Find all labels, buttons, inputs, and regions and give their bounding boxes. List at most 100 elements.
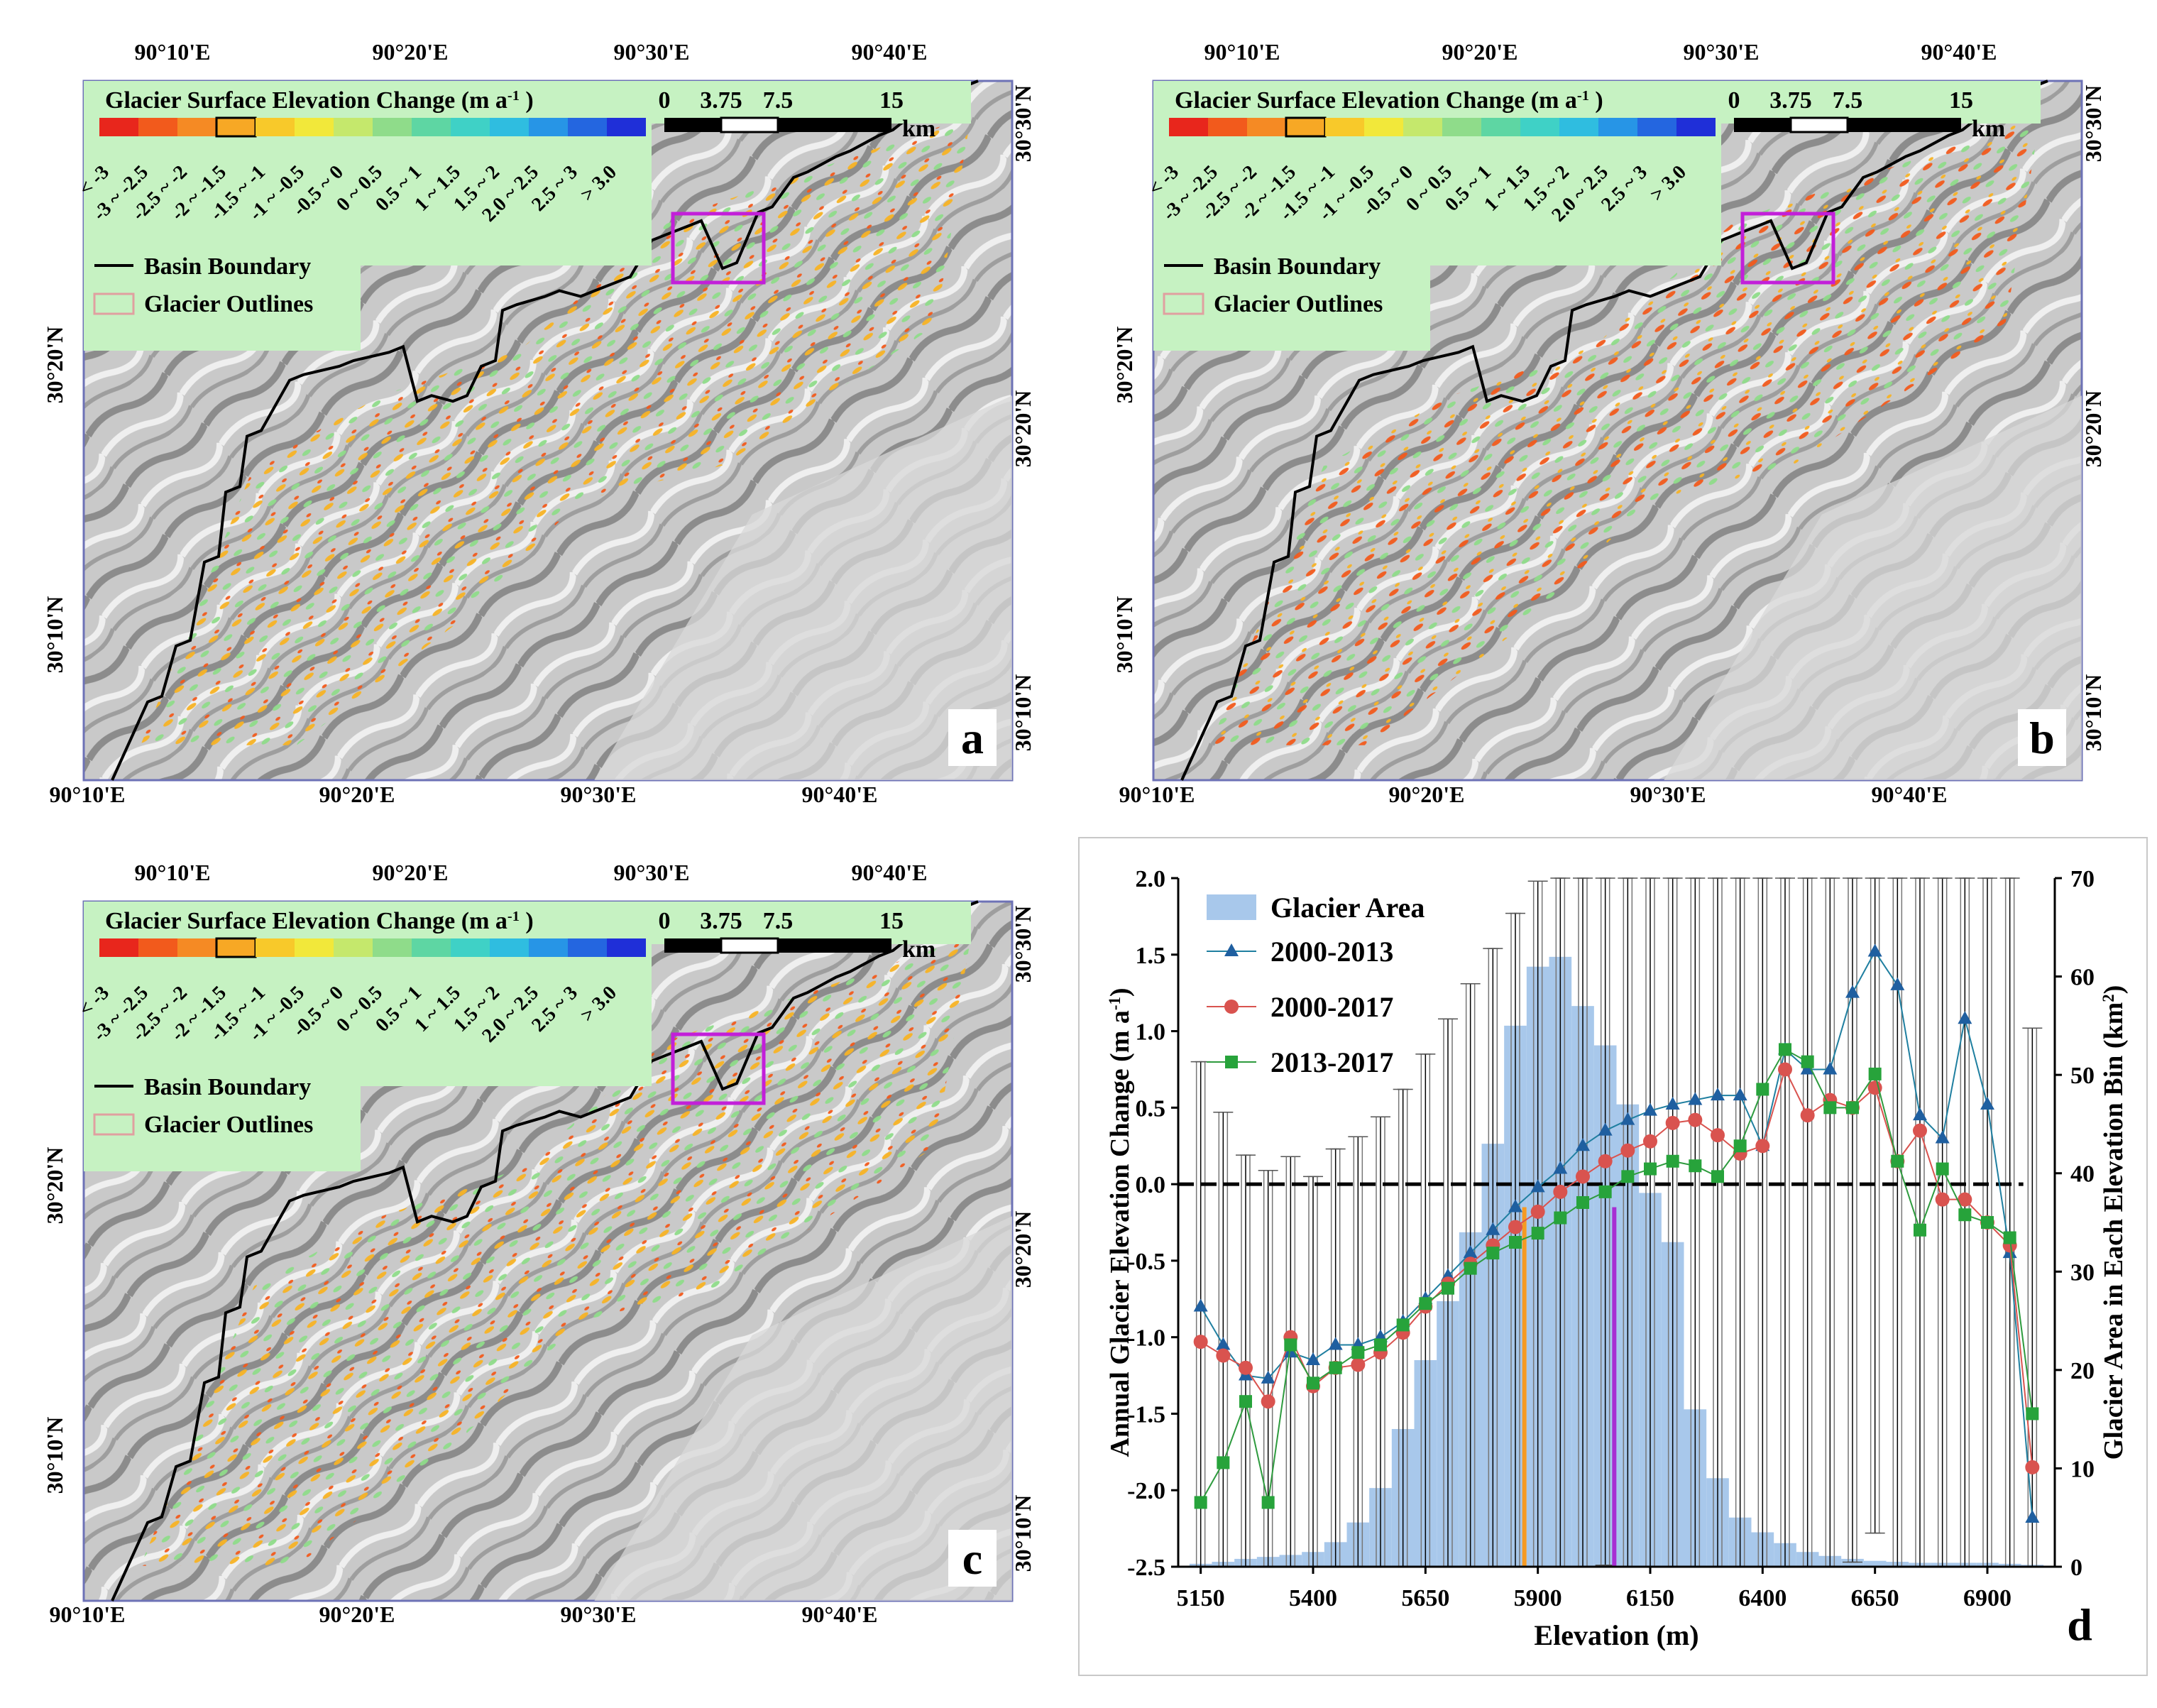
- y-tick-label: 1.0: [1136, 1019, 1166, 1046]
- y2-tick-label: 20: [2070, 1358, 2095, 1384]
- point-2000-2017: [1665, 1115, 1680, 1130]
- point-2013-2017: [1936, 1162, 1949, 1176]
- top-longitude-label: 90°10'E: [1204, 39, 1280, 65]
- point-2000-2017: [1193, 1335, 1208, 1350]
- y2-tick-label: 50: [2070, 1063, 2095, 1089]
- panel-letter-box: [948, 1530, 997, 1587]
- top-longitude-label: 90°10'E: [134, 860, 210, 885]
- legend-area-label: Glacier Area: [1270, 892, 1425, 924]
- point-2013-2017: [1598, 1185, 1612, 1198]
- top-longitude-label: 90°40'E: [851, 39, 927, 65]
- legend-swatch-3: [1285, 116, 1327, 138]
- left-latitude-label: 30°10'N: [42, 1417, 67, 1494]
- legend-swatch-6: [1403, 118, 1442, 136]
- point-2000-2013: [1980, 1097, 1994, 1110]
- point-2000-2013: [1913, 1107, 1927, 1121]
- left-latitude-label: 30°20'N: [42, 1147, 67, 1225]
- valley-area: [594, 395, 1012, 780]
- y-tick-label: 2.0: [1136, 866, 1166, 892]
- valley-area: [594, 1216, 1012, 1601]
- legend-swatch-2: [177, 118, 216, 136]
- legend-series-label: 2013-2017: [1270, 1046, 1393, 1078]
- map-panel-a: Glacier Surface Elevation Change (m a-1 …: [42, 39, 1036, 807]
- legend-series-label: 2000-2017: [1270, 991, 1393, 1023]
- point-2000-2013: [1935, 1130, 1950, 1144]
- point-2013-2017: [1351, 1346, 1365, 1359]
- scale-background: [652, 902, 971, 944]
- point-2013-2017: [1464, 1261, 1477, 1275]
- legend-lines-background: [84, 1086, 361, 1171]
- point-2013-2017: [1374, 1338, 1387, 1352]
- point-2000-2013: [1261, 1370, 1275, 1384]
- legend-lines-background: [1153, 265, 1430, 351]
- right-latitude-label: 30°30'N: [2080, 85, 2106, 163]
- scale-seg-3: [1848, 118, 1961, 132]
- glacier-outline-swatch: [1163, 292, 1204, 315]
- x-tick-label: 5150: [1177, 1585, 1225, 1611]
- legend-title: Glacier Surface Elevation Change (m a-1 …: [105, 87, 534, 114]
- scale-label: 15: [879, 87, 904, 114]
- point-2000-2017: [1778, 1062, 1792, 1077]
- point-2000-2013: [1845, 985, 1860, 998]
- glacier-outline-swatch: [93, 1113, 135, 1136]
- point-2000-2013: [1711, 1088, 1725, 1101]
- point-2000-2017: [1261, 1394, 1275, 1409]
- highlight-box: [671, 1032, 766, 1105]
- legend-swatch-9: [451, 938, 490, 957]
- top-longitude-label: 90°10'E: [134, 39, 210, 65]
- point-2000-2017: [2025, 1460, 2040, 1474]
- point-2000-2017: [1553, 1184, 1568, 1199]
- scale-unit: km: [902, 116, 935, 142]
- bottom-longitude-label: 90°40'E: [1871, 782, 1947, 807]
- scale-label: 3.75: [700, 908, 742, 934]
- legend-background: [1153, 81, 1721, 265]
- right-latitude-label: 30°10'N: [2080, 674, 2106, 752]
- point-2000-2013: [1643, 1102, 1657, 1116]
- bottom-longitude-label: 90°30'E: [560, 1602, 636, 1627]
- legend-swatch-13: [1676, 118, 1716, 136]
- bottom-longitude-label: 90°10'E: [1119, 782, 1195, 807]
- point-2000-2017: [1935, 1192, 1950, 1207]
- legend-swatch-3: [215, 937, 257, 958]
- point-2013-2017: [1396, 1318, 1410, 1332]
- legend-swatch-6: [334, 938, 373, 957]
- point-2000-2013: [1823, 1061, 1838, 1075]
- point-2000-2017: [1620, 1143, 1635, 1158]
- x-tick-label: 5400: [1289, 1585, 1337, 1611]
- point-2013-2017: [1823, 1101, 1837, 1115]
- legend-swatch-5: [1364, 118, 1403, 136]
- panel-letter-box: [2018, 709, 2066, 766]
- legend-swatch-4: [256, 118, 295, 136]
- point-2000-2013: [1598, 1122, 1613, 1136]
- point-2013-2017: [1711, 1170, 1724, 1183]
- legend-swatch-10: [1559, 118, 1598, 136]
- legend-lines-background: [84, 265, 361, 351]
- point-2000-2013: [1216, 1337, 1231, 1350]
- panel-letter-box: [948, 709, 997, 766]
- point-2000-2013: [1486, 1222, 1500, 1235]
- panel-letter: c: [962, 1533, 982, 1584]
- point-2013-2017: [1801, 1055, 1814, 1068]
- right-latitude-label: 30°10'N: [1010, 674, 1036, 752]
- legend: Glacier Surface Elevation Change (m a-1 …: [75, 902, 971, 1171]
- bottom-longitude-label: 90°20'E: [319, 782, 395, 807]
- x-axis-label: Elevation (m): [1534, 1619, 1698, 1651]
- bottom-longitude-label: 90°10'E: [49, 1602, 125, 1627]
- point-2000-2013: [1328, 1337, 1343, 1350]
- legend-title: Glacier Surface Elevation Change (m a-1 …: [1175, 87, 1603, 114]
- point-2000-2017: [1711, 1128, 1725, 1143]
- x-tick-label: 6150: [1626, 1585, 1674, 1611]
- left-latitude-label: 30°20'N: [1112, 327, 1137, 404]
- basin-boundary-label: Basin Boundary: [144, 253, 311, 280]
- point-2013-2017: [1261, 1496, 1275, 1509]
- legend-swatch-11: [1598, 118, 1637, 136]
- point-2000-2013: [1508, 1199, 1522, 1212]
- point-2013-2017: [1307, 1376, 1319, 1390]
- scale-label: 7.5: [1833, 87, 1863, 114]
- x-tick-label: 5900: [1514, 1585, 1562, 1611]
- point-2013-2017: [1329, 1361, 1342, 1374]
- point-2000-2017: [1800, 1108, 1815, 1123]
- legend-swatch-9: [1520, 118, 1559, 136]
- legend-swatch-7: [373, 118, 412, 136]
